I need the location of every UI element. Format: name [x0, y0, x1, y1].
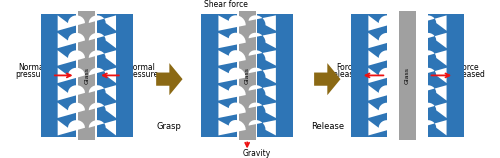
Bar	[78, 11, 96, 140]
Text: Normal: Normal	[18, 63, 46, 72]
Polygon shape	[58, 33, 85, 48]
Text: Force: Force	[458, 63, 478, 72]
Text: Release: Release	[311, 122, 344, 131]
Bar	[428, 14, 464, 137]
Text: Gravity: Gravity	[242, 149, 270, 158]
Polygon shape	[88, 103, 116, 118]
Bar	[257, 14, 293, 137]
Polygon shape	[88, 33, 116, 48]
Polygon shape	[368, 33, 396, 48]
Polygon shape	[314, 63, 340, 95]
Text: Shear force: Shear force	[204, 0, 248, 9]
Polygon shape	[88, 85, 116, 100]
Bar	[352, 14, 387, 137]
Text: Glass: Glass	[84, 67, 89, 84]
Polygon shape	[218, 33, 246, 48]
Polygon shape	[248, 50, 276, 66]
Bar	[399, 11, 416, 140]
Polygon shape	[368, 103, 396, 118]
Polygon shape	[419, 68, 446, 83]
Text: Force: Force	[336, 63, 357, 72]
Text: Glass: Glass	[244, 67, 250, 84]
Polygon shape	[88, 68, 116, 83]
Polygon shape	[368, 50, 396, 66]
Polygon shape	[218, 120, 246, 135]
Polygon shape	[419, 120, 446, 135]
Polygon shape	[248, 15, 276, 31]
Polygon shape	[419, 33, 446, 48]
Bar	[97, 14, 133, 137]
Polygon shape	[248, 85, 276, 100]
Polygon shape	[218, 68, 246, 83]
Polygon shape	[218, 50, 246, 66]
Polygon shape	[88, 50, 116, 66]
Bar	[202, 14, 237, 137]
Bar	[238, 11, 256, 140]
Text: pressure: pressure	[16, 70, 49, 79]
Text: Grasp: Grasp	[157, 122, 182, 131]
Polygon shape	[368, 68, 396, 83]
Polygon shape	[368, 85, 396, 100]
Polygon shape	[58, 85, 85, 100]
Text: released: released	[330, 70, 363, 79]
Polygon shape	[58, 50, 85, 66]
Polygon shape	[58, 103, 85, 118]
Polygon shape	[218, 103, 246, 118]
Polygon shape	[248, 33, 276, 48]
Polygon shape	[58, 68, 85, 83]
Polygon shape	[58, 120, 85, 135]
Polygon shape	[248, 103, 276, 118]
Polygon shape	[58, 15, 85, 31]
Polygon shape	[419, 15, 446, 31]
Polygon shape	[218, 15, 246, 31]
Text: Normal: Normal	[128, 63, 156, 72]
Polygon shape	[248, 120, 276, 135]
Polygon shape	[419, 85, 446, 100]
Polygon shape	[419, 103, 446, 118]
Bar	[40, 14, 76, 137]
Polygon shape	[368, 15, 396, 31]
Polygon shape	[88, 15, 116, 31]
Polygon shape	[419, 50, 446, 66]
Text: released: released	[452, 70, 484, 79]
Polygon shape	[156, 63, 182, 95]
Polygon shape	[88, 120, 116, 135]
Polygon shape	[218, 85, 246, 100]
Text: pressure: pressure	[125, 70, 158, 79]
Text: Glass: Glass	[405, 67, 410, 84]
Polygon shape	[248, 68, 276, 83]
Polygon shape	[368, 120, 396, 135]
